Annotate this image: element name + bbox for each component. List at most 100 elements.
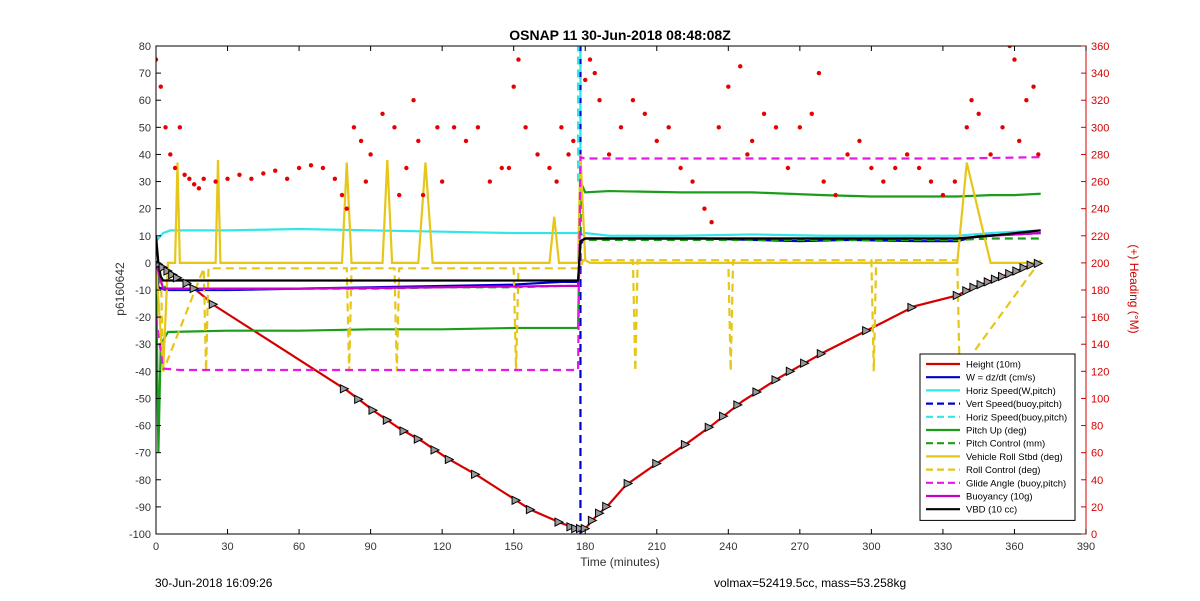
- series-line-5: [156, 181, 1041, 453]
- heading-point-25: [358, 138, 364, 144]
- legend-label-7: Vehicle Roll Stbd (deg): [966, 452, 1063, 463]
- height-marker-28: [652, 458, 662, 469]
- y-tick-label-0: -100: [129, 529, 151, 541]
- heading-point-54: [592, 70, 597, 76]
- heading-point-97: [1024, 98, 1029, 103]
- heading-point-59: [642, 111, 648, 116]
- legend-label-3: Vert Speed(buoy,pitch): [966, 399, 1062, 410]
- heading-point-36: [439, 179, 445, 184]
- height-marker-1: [158, 262, 169, 273]
- y-tick-label-10: 0: [145, 258, 151, 270]
- height-marker-31: [719, 411, 729, 421]
- height-marker-42: [969, 282, 980, 293]
- heading-point-51: [571, 138, 576, 144]
- heading-point-20: [320, 165, 326, 171]
- height-marker-2: [163, 266, 174, 276]
- height-marker-46: [998, 271, 1008, 282]
- height-marker-35: [785, 366, 796, 377]
- height-marker-4: [172, 272, 183, 283]
- x-tick-label-9: 270: [791, 541, 809, 553]
- height-marker-50: [1026, 260, 1037, 270]
- heading-point-71: [761, 111, 767, 116]
- heading-point-5: [177, 125, 183, 130]
- heading-point-82: [881, 179, 886, 184]
- y-tick-label-13: 30: [139, 177, 151, 189]
- y-axis-label: p6160642: [113, 262, 127, 316]
- heading-point-26: [363, 179, 369, 184]
- height-marker-39: [907, 302, 918, 313]
- heading-point-28: [380, 111, 385, 116]
- y2-tick-label-12: 240: [1091, 204, 1109, 216]
- heading-point-15: [261, 171, 266, 176]
- heading-point-22: [339, 192, 345, 198]
- heading-point-45: [523, 125, 528, 130]
- plot-area: [156, 46, 1044, 534]
- y2-tick-label-9: 180: [1091, 285, 1109, 297]
- x-tick-label-10: 300: [862, 541, 880, 553]
- height-marker-40: [952, 290, 963, 301]
- heading-point-10: [201, 176, 206, 182]
- heading-point-11: [213, 179, 218, 184]
- heading-point-90: [969, 98, 974, 103]
- height-marker-37: [816, 348, 827, 359]
- y-tick-label-17: 70: [139, 68, 151, 80]
- height-marker-44: [983, 277, 994, 287]
- heading-point-64: [702, 206, 707, 211]
- heading-point-47: [547, 165, 552, 171]
- heading-point-66: [716, 125, 721, 130]
- heading-point-94: [1007, 46, 1012, 49]
- heading-point-65: [709, 220, 714, 225]
- y2-tick-label-11: 220: [1091, 231, 1109, 243]
- height-marker-41: [962, 285, 972, 296]
- heading-point-83: [893, 165, 898, 171]
- height-marker-5: [182, 278, 193, 289]
- heading-point-58: [630, 98, 636, 103]
- legend-label-4: Horiz Speed(buoy,pitch): [966, 412, 1067, 423]
- y-tick-label-14: 40: [139, 149, 151, 161]
- heading-point-0: [156, 57, 159, 62]
- heading-point-80: [857, 138, 862, 144]
- height-marker-10: [368, 405, 379, 416]
- heading-point-73: [785, 165, 791, 171]
- heading-point-42: [506, 165, 512, 171]
- heading-point-4: [172, 165, 178, 171]
- height-marker-22: [575, 523, 586, 534]
- heading-point-35: [435, 125, 440, 130]
- height-marker-21: [571, 523, 581, 534]
- chart-title: OSNAP 11 30-Jun-2018 08:48:08Z: [509, 27, 731, 43]
- y2-tick-label-6: 120: [1091, 366, 1109, 378]
- y-tick-label-12: 20: [139, 204, 151, 216]
- heading-point-48: [554, 179, 559, 184]
- heading-point-68: [738, 64, 743, 69]
- x-tick-label-6: 180: [576, 541, 594, 553]
- heading-point-75: [809, 111, 814, 116]
- heading-point-9: [196, 186, 202, 191]
- height-marker-16: [471, 469, 481, 480]
- legend-label-0: Height (10m): [966, 360, 1021, 371]
- y2-tick-label-5: 100: [1091, 393, 1109, 405]
- heading-point-98: [1031, 84, 1036, 89]
- heading-point-79: [845, 152, 850, 157]
- y-tick-label-9: -10: [135, 285, 151, 297]
- heading-point-89: [964, 125, 969, 130]
- height-marker-6: [189, 283, 200, 294]
- y-tick-label-6: -40: [135, 366, 151, 378]
- heading-point-44: [516, 57, 521, 62]
- heading-point-87: [940, 192, 946, 198]
- heading-point-23: [344, 206, 349, 211]
- x-tick-label-4: 120: [433, 541, 451, 553]
- height-marker-17: [511, 495, 522, 506]
- series-line-9: [156, 155, 1041, 372]
- heading-point-52: [583, 77, 588, 83]
- x-tick-label-11: 330: [934, 541, 952, 553]
- x-tick-label-7: 210: [648, 541, 666, 553]
- heading-point-43: [511, 84, 516, 89]
- heading-point-49: [559, 125, 564, 130]
- heading-point-14: [249, 176, 254, 182]
- legend-label-6: Pitch Control (mm): [966, 439, 1045, 450]
- y2-tick-label-1: 20: [1091, 502, 1103, 514]
- height-marker-8: [339, 383, 350, 394]
- heading-point-88: [952, 179, 958, 184]
- heading-point-76: [816, 70, 822, 76]
